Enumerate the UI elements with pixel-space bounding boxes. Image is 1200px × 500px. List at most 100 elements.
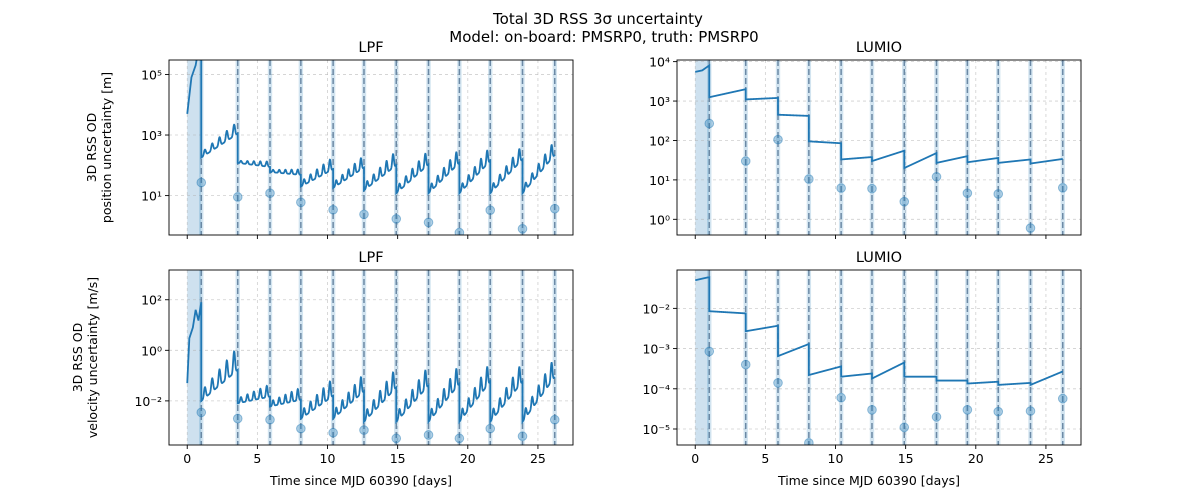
y-tick-label: 10² (649, 133, 670, 148)
marker-point (899, 422, 910, 433)
marker-point (232, 192, 243, 202)
arc-band (806, 60, 812, 235)
panel-lpf-position: 10¹ 10³ 10⁵ LPF 3D RSS OD position uncertaint… (84, 40, 574, 239)
arc-band (838, 270, 844, 445)
marker-point (773, 378, 783, 388)
arc-band (520, 60, 525, 235)
marker-point (485, 205, 496, 215)
y-tick-label: 10⁻⁵ (642, 422, 670, 437)
arc-band (267, 270, 273, 445)
arc-band (869, 60, 875, 235)
y-axis-label: 3D RSS OD (84, 113, 99, 183)
arc-band (330, 60, 336, 235)
marker-point (296, 197, 306, 208)
arc-band (488, 270, 493, 445)
y-tick-label: 10⁻³ (642, 342, 670, 357)
marker-point (993, 406, 1004, 417)
x-tick-label: 20 (968, 451, 984, 466)
marker-point (931, 171, 942, 182)
x-tick-label: 0 (183, 451, 191, 466)
y-tick-label: 10⁰ (649, 212, 670, 227)
marker-point (196, 407, 207, 418)
marker-point (296, 423, 306, 434)
shaded-span (695, 60, 710, 235)
series-line (186, 60, 556, 196)
marker-point (993, 189, 1004, 199)
marker-point (867, 183, 877, 194)
arc-band (394, 60, 399, 235)
marker-point (196, 177, 207, 188)
arc-band (965, 270, 970, 445)
marker-point (836, 392, 846, 403)
arc-band (996, 270, 1001, 445)
x-tick-label: 15 (390, 451, 406, 466)
axes-frame (676, 269, 1082, 446)
axes-frame (168, 59, 574, 236)
panel-lpf-velocity: 0 5 10 15 20 25 10⁻² 10⁰ 10² LPF 3D RSS OD velocity… (70, 250, 574, 488)
shaded-span (187, 60, 202, 235)
y-axis-label: position uncertainty [m] (99, 72, 114, 223)
marker-point (962, 188, 973, 198)
arc-band (902, 270, 907, 445)
marker-point (485, 423, 496, 434)
x-tick-label: 15 (898, 451, 914, 466)
marker-point (328, 204, 338, 215)
arc-band (520, 270, 525, 445)
arc-band (775, 270, 781, 445)
panel-lumio-velocity: 0 5 10 15 20 25 10⁻⁵ 10⁻⁴ 10⁻³ 10⁻² LUMIO Time sinc… (642, 250, 1082, 488)
arc-band (1060, 270, 1065, 445)
marker-point (549, 414, 560, 425)
marker-point (740, 359, 751, 370)
arc-band (934, 60, 939, 235)
arc-band (965, 60, 970, 235)
y-axis-label: velocity uncertainty [m/s] (85, 277, 100, 438)
axes-frame (168, 269, 574, 446)
marker-point (328, 427, 338, 438)
shaded-span (187, 270, 202, 445)
arc-band (743, 270, 748, 445)
marker-point (804, 174, 814, 184)
series-line (186, 302, 556, 425)
marker-point (423, 430, 434, 440)
marker-point (359, 209, 369, 220)
x-tick-label: 25 (1038, 451, 1054, 466)
arc-band (330, 270, 336, 445)
x-axis-label: Time since MJD 60390 [days] (269, 473, 452, 488)
arc-band (267, 60, 273, 235)
marker-point (804, 438, 814, 445)
arc-band (488, 60, 493, 235)
arc-band (298, 60, 304, 235)
marker-point (549, 203, 560, 214)
arc-band (457, 60, 462, 235)
marker-point (867, 405, 877, 415)
arc-band (743, 60, 748, 235)
marker-point (517, 224, 528, 234)
y-tick-label: 10⁻⁴ (642, 382, 670, 397)
suptitle-line-2: Model: on-board: PMSRP0, truth: PMSRP0 (449, 28, 758, 46)
axes-frame (676, 59, 1082, 236)
y-tick-label: 10³ (141, 128, 162, 143)
marker-point (704, 118, 715, 129)
arc-band (457, 270, 462, 445)
y-tick-label: 10⁰ (141, 343, 162, 358)
marker-point (740, 156, 751, 166)
x-tick-label: 5 (761, 451, 769, 466)
arc-band (552, 270, 557, 445)
series-line (695, 63, 1063, 170)
panel-title: LPF (358, 40, 383, 56)
arc-band (361, 270, 367, 445)
arc-band (707, 60, 712, 235)
marker-point (359, 425, 369, 435)
arc-band (361, 60, 367, 235)
arc-band (707, 270, 712, 445)
panel-lumio-position: 10⁰ 10¹ 10² 10³ 10⁴ LUMIO (649, 40, 1082, 239)
y-axis-label: 3D RSS OD (70, 323, 85, 393)
y-tick-label: 10¹ (649, 173, 670, 188)
panel-title: LUMIO (856, 40, 902, 56)
marker-point (232, 413, 243, 424)
arc-band (869, 270, 875, 445)
y-tick-label: 10⁵ (141, 67, 162, 82)
suptitle-line-1: Total 3D RSS 3σ uncertainty (492, 10, 703, 28)
panel-title: LUMIO (856, 250, 902, 266)
